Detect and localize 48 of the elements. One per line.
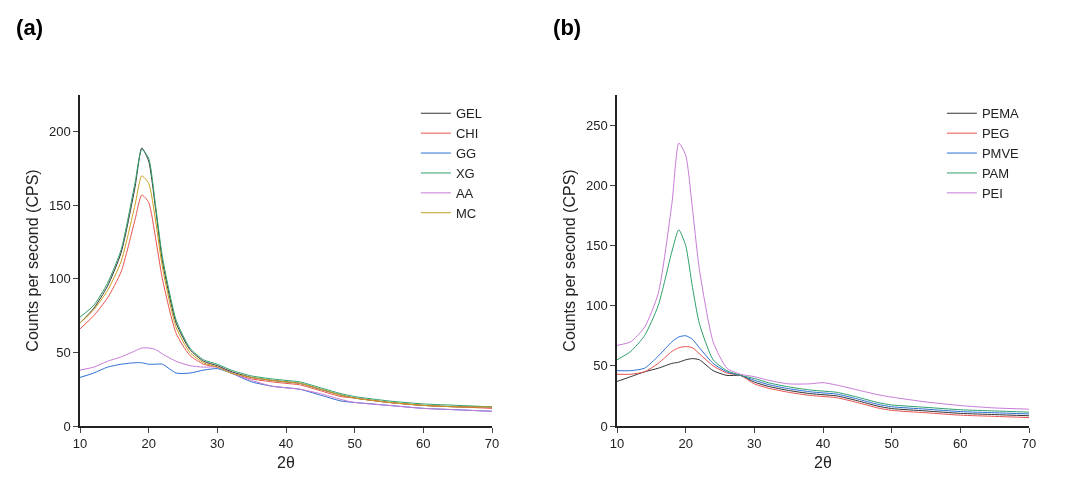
x-tick-label: 70 xyxy=(1021,436,1037,452)
x-tick-label: 70 xyxy=(484,436,500,452)
y-tick-label: 0 xyxy=(63,418,71,434)
x-tick-label: 20 xyxy=(141,436,156,452)
chart-title: (b) xyxy=(553,14,582,40)
chart-title: (a) xyxy=(16,14,43,40)
y-axis-title: Counts per second (CPS) xyxy=(24,169,42,352)
x-tick-label: 60 xyxy=(416,436,431,452)
x-tick-label: 40 xyxy=(815,436,831,452)
legend-label: MC xyxy=(455,205,477,221)
x-axis-title: 2θ xyxy=(814,453,832,471)
legend-label: AA xyxy=(455,185,474,201)
legend-label: PEG xyxy=(981,126,1010,142)
y-tick-label: 150 xyxy=(48,197,71,213)
x-tick-label: 50 xyxy=(884,436,899,452)
legend-label: GG xyxy=(455,146,477,162)
x-tick-label: 60 xyxy=(953,436,968,452)
legend-label: PAM xyxy=(981,166,1010,182)
y-tick-label: 100 xyxy=(48,271,71,287)
legend-label: GEL xyxy=(455,106,482,122)
y-tick-label: 250 xyxy=(585,117,608,133)
x-tick-label: 20 xyxy=(678,436,693,452)
legend-label: CHI xyxy=(455,126,479,142)
y-tick-label: 200 xyxy=(48,124,71,140)
x-tick-label: 40 xyxy=(278,436,294,452)
legend-label: PMVE xyxy=(981,146,1020,162)
legend-label: PEMA xyxy=(981,106,1020,122)
y-tick-label: 50 xyxy=(56,344,71,360)
y-tick-label: 0 xyxy=(600,418,608,434)
y-tick-label: 200 xyxy=(585,177,608,193)
line-series xyxy=(617,358,1029,417)
y-axis-title: Counts per second (CPS) xyxy=(561,169,579,352)
x-tick-label: 30 xyxy=(210,436,225,452)
line-series xyxy=(80,347,492,412)
x-tick-label: 10 xyxy=(609,436,625,452)
x-tick-label: 10 xyxy=(72,436,88,452)
y-tick-label: 50 xyxy=(593,358,608,374)
y-tick-label: 100 xyxy=(585,298,608,314)
line-series xyxy=(617,229,1029,413)
legend-label: XG xyxy=(455,166,475,182)
x-axis-title: 2θ xyxy=(277,453,295,471)
y-tick-label: 150 xyxy=(585,238,608,253)
line-series xyxy=(617,142,1029,410)
x-tick-label: 30 xyxy=(747,436,762,452)
legend-label: PEI xyxy=(981,185,1003,201)
line-series xyxy=(617,346,1029,419)
line-series xyxy=(617,335,1029,415)
x-tick-label: 50 xyxy=(347,436,362,452)
